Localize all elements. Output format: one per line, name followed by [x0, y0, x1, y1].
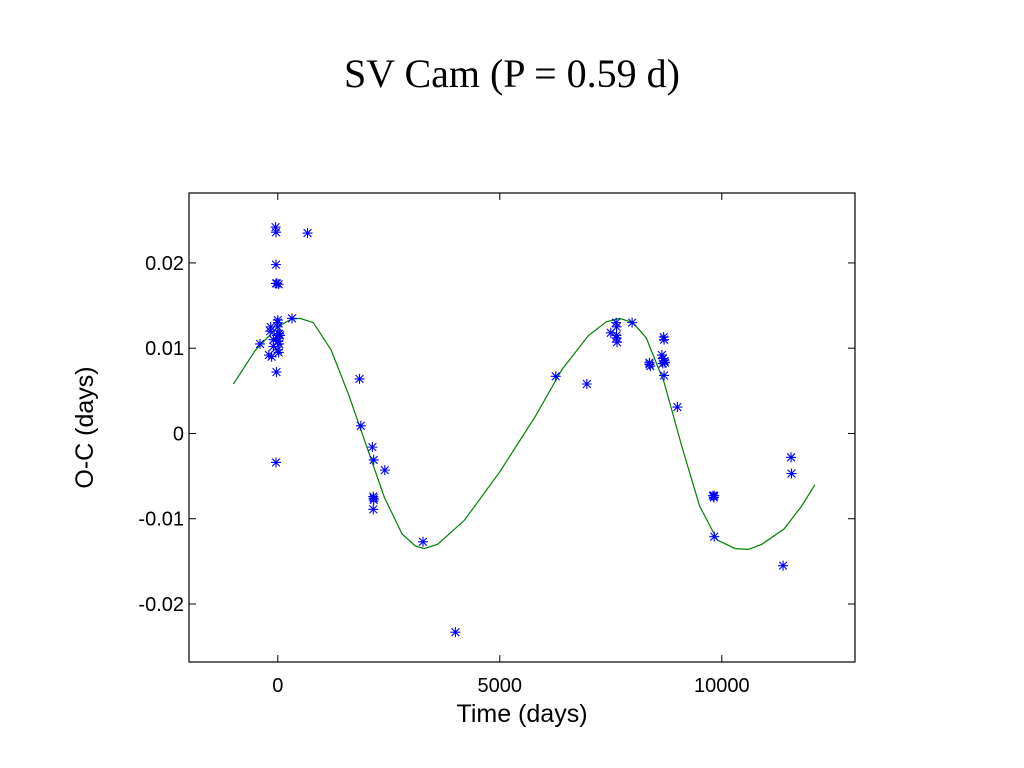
x-axis-label: Time (days)	[456, 700, 587, 728]
y-axis-label: O-C (days)	[71, 366, 99, 488]
y-tick-label: -0.01	[138, 509, 184, 531]
data-point	[644, 359, 655, 370]
data-point	[268, 334, 279, 345]
data-point	[302, 228, 313, 239]
data-point	[271, 227, 282, 238]
data-point	[354, 373, 365, 384]
data-point	[367, 442, 378, 453]
data-point	[368, 504, 379, 515]
data-point	[627, 317, 638, 328]
data-point	[271, 367, 282, 378]
data-point	[368, 454, 379, 465]
y-tick-label: -0.02	[138, 594, 184, 616]
x-tick-label: 0	[272, 675, 283, 697]
y-tick-label: 0	[173, 423, 184, 445]
data-point	[450, 627, 461, 638]
data-point	[273, 347, 284, 358]
data-point	[581, 379, 592, 390]
data-points	[255, 222, 797, 638]
data-point	[270, 222, 281, 233]
data-point	[656, 350, 667, 361]
y-tick-label: 0.01	[145, 338, 184, 360]
data-point	[605, 327, 616, 338]
data-point	[271, 278, 282, 289]
data-point	[645, 361, 656, 372]
data-point	[657, 358, 668, 369]
data-point	[709, 490, 720, 501]
data-point	[265, 326, 276, 337]
x-tick-label: 5000	[478, 675, 523, 697]
fit-curve	[232, 317, 816, 551]
data-point	[550, 371, 561, 382]
data-point	[255, 338, 266, 349]
slide-title: SV Cam (P = 0.59 d)	[344, 51, 680, 96]
data-point	[379, 465, 390, 476]
data-point	[659, 334, 670, 345]
data-point	[355, 420, 366, 431]
plot-frame	[188, 192, 856, 663]
x-axis-ticks: 0 5000 10000	[272, 193, 750, 697]
data-point	[274, 328, 285, 339]
data-point	[417, 536, 428, 547]
data-point	[272, 321, 283, 332]
data-point	[368, 494, 379, 505]
data-point	[611, 321, 622, 332]
data-point	[266, 351, 277, 362]
data-point	[268, 341, 279, 352]
data-point	[659, 370, 670, 381]
data-point	[275, 330, 286, 341]
data-point	[273, 336, 284, 347]
data-point	[263, 350, 274, 361]
data-point	[786, 452, 797, 463]
data-point	[786, 468, 797, 479]
x-tick-label: 10000	[694, 675, 750, 697]
data-point	[271, 457, 282, 468]
y-axis-ticks: 0.02 0.01 0 -0.01 -0.02	[138, 253, 855, 616]
data-point	[659, 357, 670, 368]
data-point	[672, 402, 683, 413]
y-tick-label: 0.02	[145, 253, 184, 275]
data-point	[287, 313, 298, 324]
data-point	[274, 338, 285, 349]
data-point	[272, 344, 283, 355]
data-point	[612, 337, 623, 348]
data-point	[709, 531, 720, 542]
data-point	[658, 353, 669, 364]
data-point	[778, 560, 789, 571]
data-point	[271, 259, 282, 270]
data-point	[273, 279, 284, 290]
